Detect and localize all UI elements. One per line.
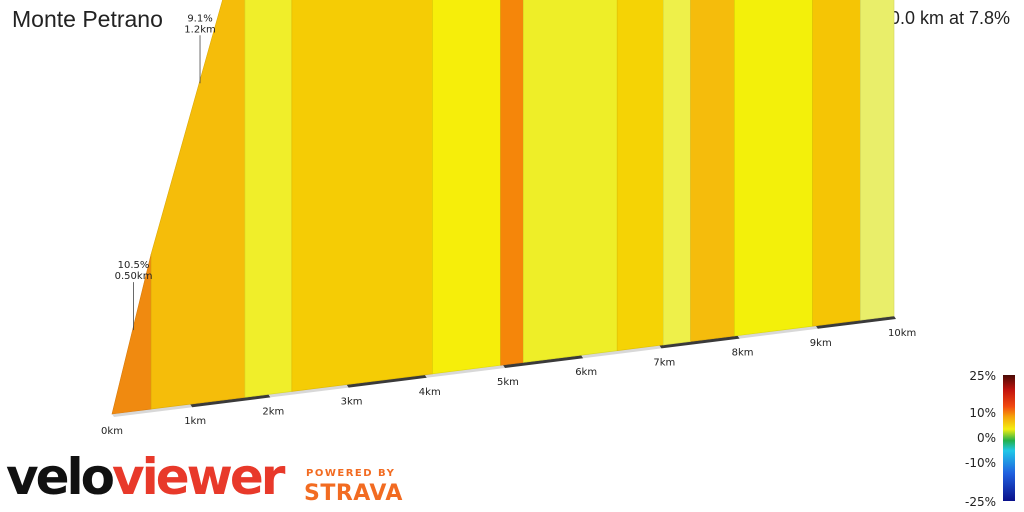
km-baseline-stripe bbox=[424, 365, 505, 378]
km-baseline-stripe bbox=[112, 404, 193, 417]
veloviewer-logo: veloviewer bbox=[6, 448, 285, 506]
color-scale-label: 25% bbox=[969, 369, 996, 383]
color-scale-label: 10% bbox=[969, 406, 996, 420]
climb-summary: 10.0 km at 7.8% bbox=[879, 8, 1010, 28]
km-baseline-stripe bbox=[581, 345, 662, 359]
x-tick-label: 9km bbox=[810, 338, 832, 349]
km-baseline-stripe bbox=[503, 355, 584, 368]
segment-gradient-label: 10.5% bbox=[118, 260, 150, 271]
km-baseline-stripe bbox=[268, 384, 349, 398]
km-baseline-stripe bbox=[659, 335, 740, 349]
km-baseline-stripe bbox=[346, 374, 427, 388]
x-tick-label: 5km bbox=[497, 377, 519, 388]
x-tick-label: 7km bbox=[653, 357, 675, 368]
km-baseline-stripe bbox=[815, 316, 896, 329]
color-scale-label: -25% bbox=[965, 495, 996, 509]
profile-segment bbox=[432, 0, 501, 375]
km-baseline-stripe bbox=[190, 394, 271, 408]
km-baseline-stripe bbox=[737, 325, 818, 339]
x-tick-label: 0km bbox=[101, 426, 123, 437]
gradient-color-scale-bar bbox=[1003, 375, 1015, 501]
profile-segment bbox=[500, 0, 524, 366]
profile-segment bbox=[291, 0, 433, 392]
profile-segment bbox=[150, 0, 246, 410]
x-tick-label: 6km bbox=[575, 367, 597, 378]
profile-segment bbox=[812, 0, 861, 327]
color-scale-label: -10% bbox=[965, 456, 996, 470]
profile-segment bbox=[523, 0, 618, 363]
segment-gradient-label: 9.1% bbox=[187, 13, 212, 24]
x-tick-label: 3km bbox=[341, 397, 363, 408]
color-scale-label: 0% bbox=[977, 431, 996, 445]
segment-length-label: 0.50km bbox=[115, 271, 153, 282]
x-tick-label: 2km bbox=[262, 406, 284, 417]
page-title: Monte Petrano bbox=[12, 6, 163, 32]
profile-segment bbox=[690, 0, 735, 342]
x-tick-label: 4km bbox=[419, 387, 441, 398]
profile-segment bbox=[616, 0, 664, 352]
x-tick-label: 1km bbox=[184, 416, 206, 427]
profile-segment bbox=[734, 0, 813, 337]
powered-by-label: POWERED BY bbox=[306, 468, 396, 479]
profile-segment bbox=[244, 0, 293, 398]
segment-length-label: 1.2km bbox=[184, 24, 215, 35]
profile-segment bbox=[663, 0, 691, 346]
profile-segment bbox=[860, 0, 895, 321]
strava-logo: STRAVA bbox=[304, 481, 403, 506]
x-tick-label: 10km bbox=[888, 328, 916, 339]
x-tick-label: 8km bbox=[732, 348, 754, 359]
